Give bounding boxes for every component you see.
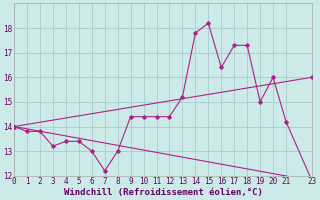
X-axis label: Windchill (Refroidissement éolien,°C): Windchill (Refroidissement éolien,°C) [64, 188, 262, 197]
